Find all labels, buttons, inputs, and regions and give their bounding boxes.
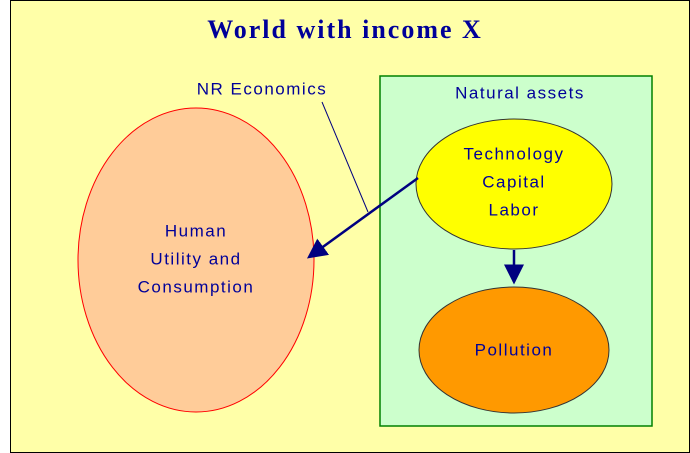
arrow (306, 176, 419, 259)
node-text: Utility and (150, 249, 241, 268)
pollution-ellipse (418, 286, 610, 414)
node-text: Human (165, 221, 227, 240)
node-text: Pollution (475, 340, 554, 359)
technology-ellipse (415, 118, 613, 250)
natural-assets-label: Natural assets (455, 83, 585, 102)
title: World with income X (207, 15, 483, 44)
node-text: Capital (482, 172, 545, 191)
annotation-leader (321, 101, 369, 213)
node-text: Labor (489, 200, 540, 219)
node-text: Technology (463, 144, 564, 163)
node-text: Consumption (138, 277, 255, 296)
annotation: NR Economics (197, 79, 327, 98)
human-ellipse (77, 107, 315, 413)
